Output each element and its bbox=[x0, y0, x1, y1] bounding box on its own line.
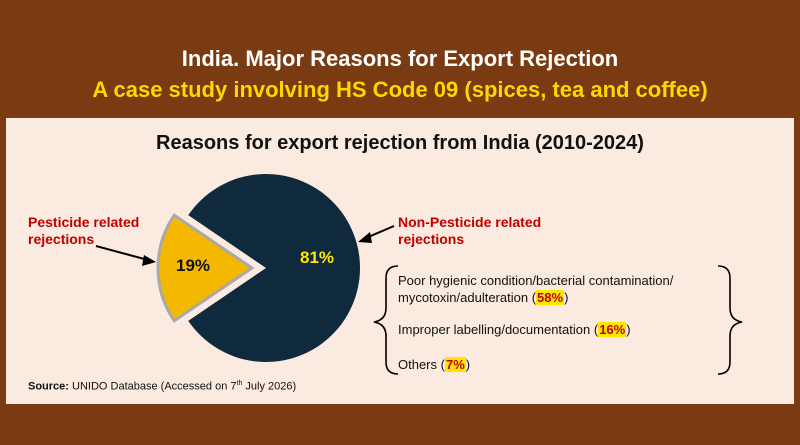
chart-panel: Reasons for export rejection from India … bbox=[6, 118, 794, 404]
slice-pct-nonpesticide: 81% bbox=[300, 248, 335, 267]
left-brace bbox=[373, 265, 399, 375]
breakdown-item-others: Others (7%) bbox=[398, 357, 471, 372]
breakdown-item-hygiene-line2: mycotoxin/adulteration bbox=[398, 290, 529, 305]
breakdown-item-hygiene: Poor hygienic condition/bacterial contam… bbox=[398, 273, 674, 305]
pie-slice-pesticide bbox=[156, 213, 255, 323]
source-text: UNIDO Database (Accessed on 7 bbox=[72, 380, 237, 393]
source-sup: th bbox=[236, 380, 243, 387]
breakdown-item-labelling-text: Improper labelling/documentation bbox=[398, 322, 591, 337]
right-brace bbox=[717, 265, 743, 375]
source-text-end: July 2026) bbox=[245, 380, 297, 393]
page-subtitle: A case study involving HS Code 09 (spice… bbox=[92, 77, 708, 102]
pesticide-label-line2: rejections bbox=[28, 231, 95, 247]
breakdown-item-others-text: Others bbox=[398, 357, 438, 372]
pesticide-label-line1: Pesticide related bbox=[28, 214, 140, 230]
breakdown-pct-labelling: 16% bbox=[598, 322, 627, 337]
slice-pct-pesticide: 19% bbox=[176, 256, 211, 275]
breakdown-pct-hygiene: 58% bbox=[536, 290, 565, 305]
nonpesticide-label-line2: rejections bbox=[398, 231, 465, 247]
source-label: Source: bbox=[28, 380, 69, 393]
pie-slice-nonpesticide bbox=[188, 174, 360, 362]
page-title: India. Major Reasons for Export Rejectio… bbox=[181, 46, 619, 71]
nonpesticide-label: Non-Pesticide related rejections bbox=[398, 214, 541, 248]
breakdown-pct-others: 7% bbox=[444, 357, 466, 372]
nonpesticide-arrow bbox=[358, 225, 395, 243]
pesticide-arrow bbox=[95, 245, 156, 266]
breakdown-item-hygiene-line1: Poor hygienic condition/bacterial contam… bbox=[398, 273, 674, 288]
nonpesticide-label-line1: Non-Pesticide related bbox=[398, 214, 542, 230]
header-banner: India. Major Reasons for Export Rejectio… bbox=[0, 0, 800, 112]
source-note: Source: UNIDO Database (Accessed on 7th … bbox=[28, 380, 296, 393]
breakdown-item-labelling: Improper labelling/documentation (16%) bbox=[398, 322, 631, 337]
pie-chart bbox=[95, 174, 743, 375]
chart-title: Reasons for export rejection from India … bbox=[156, 132, 644, 154]
pesticide-label: Pesticide related rejections bbox=[28, 214, 139, 248]
